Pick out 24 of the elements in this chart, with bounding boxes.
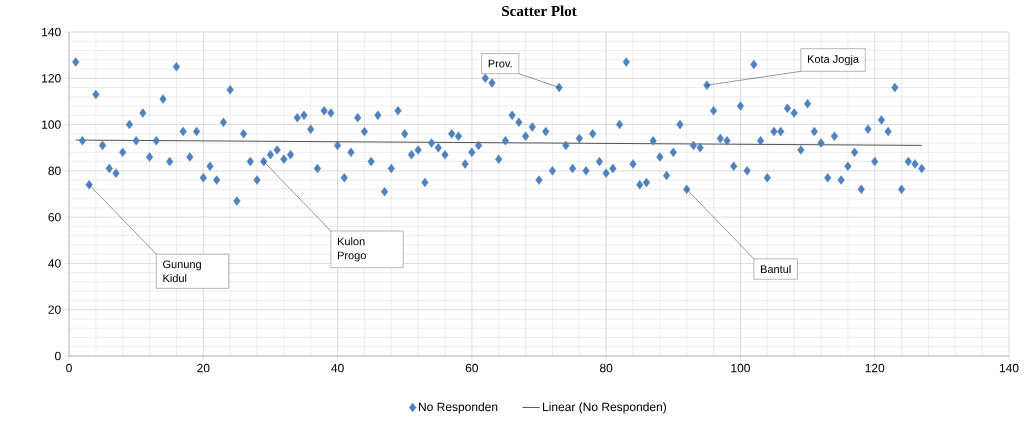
legend-label: Linear (No Responden) [543, 402, 666, 414]
y-tick-label: 60 [48, 212, 61, 222]
y-tick-label: 40 [48, 259, 61, 268]
x-tick-label: 40 [331, 363, 344, 373]
x-tick-label: 20 [197, 363, 210, 373]
y-tick-label: 20 [48, 305, 61, 314]
annotation: Kota Jogja [807, 54, 860, 66]
y-tick-label: 100 [42, 120, 61, 129]
annotation: Bantul [760, 265, 791, 274]
x-tick-label: 120 [865, 363, 885, 373]
annotation: Prov. [488, 59, 512, 68]
x-tick-label: 80 [599, 363, 613, 373]
y-tick-label: 80 [48, 166, 61, 176]
y-tick-label: 120 [42, 74, 61, 83]
chart-title: Scatter Plot [502, 5, 577, 17]
annotation: Kulon Progo [337, 237, 366, 262]
y-tick-label: 140 [42, 27, 61, 37]
legend-label: No Responden [418, 402, 498, 414]
y-tick-label: 0 [55, 351, 61, 361]
annotation: Gunung Kidul [163, 260, 201, 283]
x-tick-label: 0 [66, 363, 72, 373]
x-tick-label: 100 [731, 363, 750, 373]
x-tick-label: 140 [999, 363, 1019, 373]
x-tick-label: 60 [465, 363, 479, 373]
